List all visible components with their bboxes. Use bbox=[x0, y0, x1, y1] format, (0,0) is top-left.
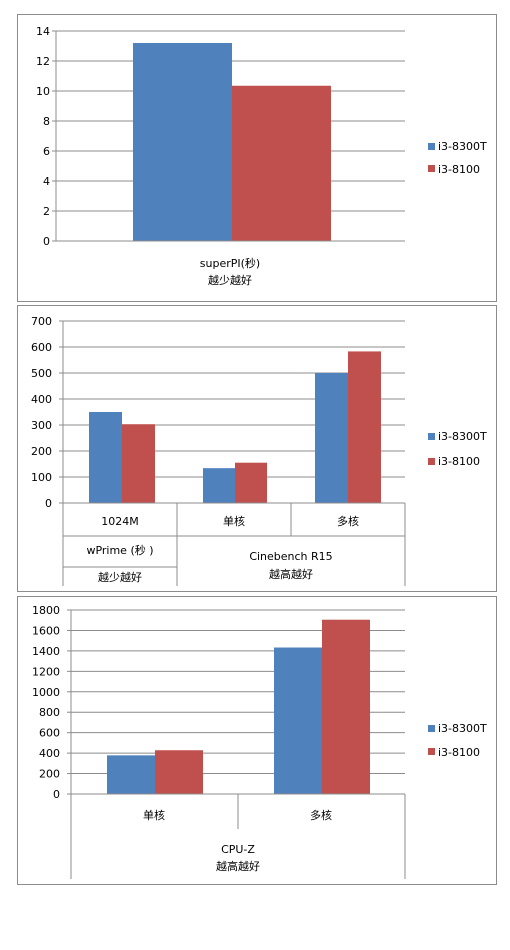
y-tick-label: 1000 bbox=[32, 686, 60, 699]
bar-i3-8100-1 bbox=[322, 619, 370, 794]
y-tick-label: 6 bbox=[43, 145, 50, 158]
y-tick-label: 200 bbox=[31, 445, 52, 458]
c2-group-wprime: wPrime (秒 ) bbox=[86, 543, 153, 557]
y-tick-label: 100 bbox=[31, 471, 52, 484]
y-tick-label: 200 bbox=[39, 768, 60, 781]
bar-i3-8100-1 bbox=[235, 462, 267, 503]
c1-group-label: superPI(秒) bbox=[200, 256, 260, 270]
legend-swatch-i3-8300T bbox=[428, 433, 435, 440]
c3-legend: i3-8300T i3-8100 bbox=[428, 722, 487, 759]
c2-note-cinebench: 越高越好 bbox=[269, 567, 313, 581]
y-tick-label: 400 bbox=[39, 747, 60, 760]
y-tick-label: 1200 bbox=[32, 665, 60, 678]
y-tick-label: 0 bbox=[45, 497, 52, 510]
y-tick-label: 14 bbox=[36, 25, 50, 38]
legend-label-i3-8100: i3-8100 bbox=[438, 163, 480, 176]
c2-note-wprime: 越少越好 bbox=[98, 570, 142, 584]
y-tick-label: 300 bbox=[31, 419, 52, 432]
c3-note: 越高越好 bbox=[216, 859, 260, 873]
c1-legend: i3-8300T i3-8100 bbox=[428, 140, 487, 176]
c2-group-cinebench: Cinebench R15 bbox=[249, 550, 332, 563]
y-tick-label: 12 bbox=[36, 55, 50, 68]
chart-2-svg: 0 100 200 300 400 500 600 700 1024M 单核 多核 wPrim… bbox=[31, 315, 487, 586]
chart-panel-1: 0 2 4 6 8 10 12 14 superPI(秒) 越少越好 i3-8300T i3-… bbox=[17, 14, 497, 302]
c3-cat-multi: 多核 bbox=[310, 808, 332, 822]
c2-cat-single: 单核 bbox=[223, 514, 245, 528]
bar-i3-8100-0 bbox=[155, 750, 203, 794]
chart-panel-2: 0 100 200 300 400 500 600 700 1024M 单核 多核 wPrim… bbox=[17, 305, 497, 592]
y-tick-label: 1800 bbox=[32, 604, 60, 617]
bar-i3-8300T-0 bbox=[107, 755, 155, 794]
legend-swatch-i3-8100 bbox=[428, 458, 435, 465]
bar-i3-8100-2 bbox=[348, 351, 381, 503]
legend-swatch-i3-8100 bbox=[428, 748, 435, 755]
legend-label-i3-8100: i3-8100 bbox=[438, 455, 480, 468]
legend-swatch-i3-8300T bbox=[428, 725, 435, 732]
bar-i3-8100-0 bbox=[232, 85, 331, 241]
y-tick-label: 1600 bbox=[32, 624, 60, 637]
legend-swatch-i3-8300T bbox=[428, 143, 435, 150]
legend-label-i3-8100: i3-8100 bbox=[438, 746, 480, 759]
c2-cat-multi: 多核 bbox=[337, 514, 359, 528]
bar-i3-8100-0 bbox=[122, 424, 155, 503]
chart-panel-3: 0 200 400 600 800 1000 1200 1400 1600 1800 单核 多核 … bbox=[17, 596, 497, 885]
y-tick-label: 600 bbox=[39, 727, 60, 740]
bar-i3-8300T-0 bbox=[89, 412, 122, 503]
y-tick-label: 500 bbox=[31, 367, 52, 380]
bar-i3-8300T-1 bbox=[274, 647, 322, 794]
y-tick-label: 8 bbox=[43, 115, 50, 128]
legend-label-i3-8300T: i3-8300T bbox=[438, 722, 487, 735]
c2-cat-1024M: 1024M bbox=[101, 515, 139, 528]
y-tick-label: 10 bbox=[36, 85, 50, 98]
legend-swatch-i3-8100 bbox=[428, 165, 435, 172]
chart-1-svg: 0 2 4 6 8 10 12 14 superPI(秒) 越少越好 i3-8300T i3-… bbox=[36, 25, 487, 287]
legend-label-i3-8300T: i3-8300T bbox=[438, 430, 487, 443]
c2-legend: i3-8300T i3-8100 bbox=[428, 430, 487, 468]
y-tick-label: 0 bbox=[53, 788, 60, 801]
bar-i3-8300T-0 bbox=[133, 43, 232, 241]
y-tick-label: 800 bbox=[39, 706, 60, 719]
legend-label-i3-8300T: i3-8300T bbox=[438, 140, 487, 153]
c1-note: 越少越好 bbox=[208, 273, 252, 287]
y-tick-label: 600 bbox=[31, 341, 52, 354]
y-tick-label: 1400 bbox=[32, 645, 60, 658]
y-tick-label: 2 bbox=[43, 205, 50, 218]
c3-cat-single: 单核 bbox=[143, 808, 165, 822]
bar-i3-8300T-2 bbox=[315, 373, 348, 503]
y-tick-label: 700 bbox=[31, 315, 52, 328]
y-tick-label: 0 bbox=[43, 235, 50, 248]
bar-i3-8300T-1 bbox=[203, 468, 235, 503]
y-tick-label: 4 bbox=[43, 175, 50, 188]
c3-group-label: CPU-Z bbox=[221, 843, 255, 856]
y-tick-label: 400 bbox=[31, 393, 52, 406]
